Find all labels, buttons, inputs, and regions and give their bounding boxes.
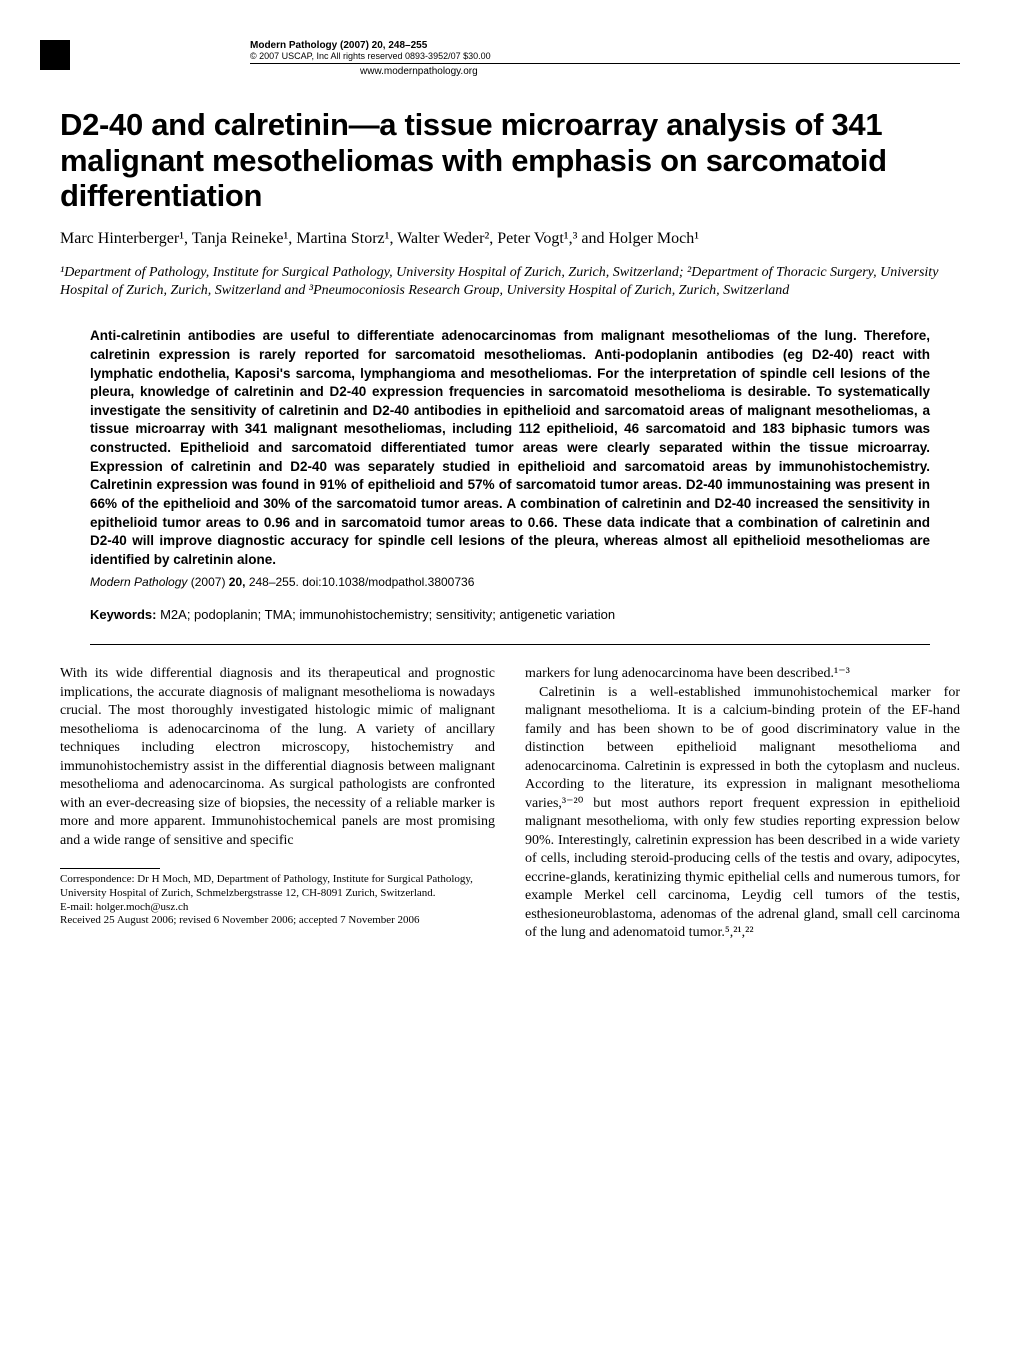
footnote-dates: Received 25 August 2006; revised 6 Novem…	[60, 914, 495, 928]
journal-issue-line: Modern Pathology (2007) 20, 248–255	[250, 40, 960, 51]
journal-header: Modern Pathology (2007) 20, 248–255 © 20…	[250, 40, 960, 77]
article-title: D2-40 and calretinin—a tissue microarray…	[60, 107, 960, 214]
keywords-line: Keywords: M2A; podoplanin; TMA; immunohi…	[90, 607, 930, 622]
body-paragraph: Calretinin is a well-established immunoh…	[525, 684, 960, 943]
journal-website: www.modernpathology.org	[360, 66, 960, 77]
keywords-label: Keywords:	[90, 607, 156, 622]
citation-pages: 248–255.	[249, 575, 299, 589]
correspondence-footnote: Correspondence: Dr H Moch, MD, Departmen…	[60, 873, 495, 928]
right-column: markers for lung adenocarcinoma have bee…	[525, 665, 960, 942]
footnote-email: E-mail: holger.moch@usz.ch	[60, 901, 495, 915]
citation-journal: Modern Pathology	[90, 575, 187, 589]
keywords-text: M2A; podoplanin; TMA; immunohistochemist…	[160, 607, 615, 622]
left-column: With its wide differential diagnosis and…	[60, 665, 495, 942]
citation-year: (2007)	[191, 575, 226, 589]
body-separator-rule	[90, 644, 930, 645]
body-paragraph: With its wide differential diagnosis and…	[60, 665, 495, 850]
copyright-line: © 2007 USCAP, Inc All rights reserved 08…	[250, 51, 960, 61]
affiliations: ¹Department of Pathology, Institute for …	[60, 264, 960, 302]
footnote-correspondence: Correspondence: Dr H Moch, MD, Departmen…	[60, 873, 495, 901]
authors-line: Marc Hinterberger¹, Tanja Reineke¹, Mart…	[60, 228, 960, 250]
citation-volume: 20,	[229, 575, 246, 589]
citation-line: Modern Pathology (2007) 20, 248–255. doi…	[90, 575, 930, 589]
citation-doi: doi:10.1038/modpathol.3800736	[302, 575, 474, 589]
body-paragraph: markers for lung adenocarcinoma have bee…	[525, 665, 960, 683]
body-two-column: With its wide differential diagnosis and…	[60, 665, 960, 942]
header-rule	[250, 63, 960, 64]
publisher-logo-block	[40, 40, 70, 70]
abstract: Anti-calretinin antibodies are useful to…	[90, 327, 930, 569]
footnote-rule	[60, 868, 160, 869]
